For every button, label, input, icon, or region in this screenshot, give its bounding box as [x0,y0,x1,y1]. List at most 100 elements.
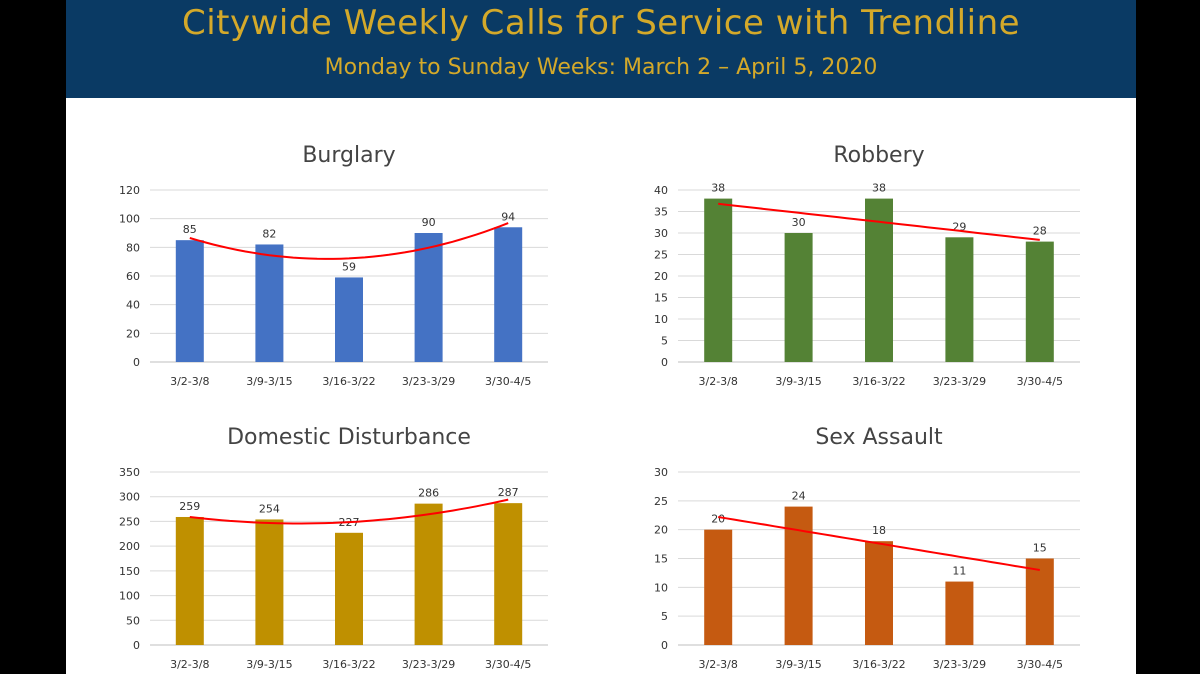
burglary-data-label: 59 [342,260,356,273]
robbery-bar [945,237,974,362]
burglary-y-tick-label: 60 [126,270,140,283]
sex-assault-category-label: 3/9-3/15 [775,658,821,671]
sex-assault-y-tick-label: 20 [654,524,668,537]
burglary-category-label: 3/16-3/22 [322,375,375,388]
sex-assault-trendline [718,516,1040,571]
domestic-disturbance-title: Domestic Disturbance [227,425,471,450]
domestic-disturbance-bar [255,519,284,645]
robbery-y-tick-label: 35 [654,206,668,219]
robbery-trendline [718,202,1040,241]
domestic-disturbance-bar [414,503,443,645]
robbery-y-tick-label: 10 [654,313,668,326]
sex-assault-category-label: 3/2-3/8 [699,658,738,671]
domestic-disturbance-category-label: 3/30-4/5 [485,658,531,671]
sex-assault-y-tick-label: 25 [654,495,668,508]
burglary-bar [175,240,204,362]
header-banner: Citywide Weekly Calls for Service with T… [66,0,1136,98]
robbery-data-label: 38 [872,182,886,195]
burglary-bar [494,227,523,362]
sex-assault-data-label: 15 [1033,542,1047,555]
sex-assault-bar [865,541,893,645]
burglary-y-tick-label: 40 [126,299,140,312]
sex-assault-y-tick-label: 10 [654,581,668,594]
robbery-y-tick-label: 30 [654,227,668,240]
burglary-bar [255,244,284,362]
sex-assault-category-label: 3/23-3/29 [933,658,986,671]
sex-assault-bar [945,581,974,645]
domestic-disturbance-data-label: 259 [179,500,200,513]
robbery-data-label: 38 [711,182,725,195]
page-title: Citywide Weekly Calls for Service with T… [181,3,1021,43]
domestic-disturbance-y-tick-label: 150 [119,565,140,578]
domestic-disturbance-category-label: 3/9-3/15 [246,658,292,671]
burglary-data-label: 90 [422,216,436,229]
robbery-y-tick-label: 20 [654,270,668,283]
domestic-disturbance-data-label: 286 [418,487,439,500]
domestic-disturbance-y-tick-label: 100 [119,590,140,603]
burglary-data-label: 94 [501,210,515,223]
robbery-category-label: 3/30-4/5 [1017,375,1063,388]
chart-robbery: Robbery 0 5 10 15 20 25 30 35 40 38 3/2-3/8 30 3/9-3/… [654,143,1080,388]
domestic-disturbance-trendline [189,498,509,525]
sex-assault-y-tick-label: 0 [661,639,668,652]
domestic-disturbance-y-tick-label: 0 [133,639,140,652]
sex-assault-y-tick-label: 15 [654,553,668,566]
robbery-data-label: 30 [792,216,806,229]
robbery-bar [784,233,813,362]
domestic-disturbance-y-tick-label: 250 [119,515,140,528]
robbery-category-label: 3/2-3/8 [699,375,738,388]
robbery-category-label: 3/9-3/15 [775,375,821,388]
burglary-data-label: 85 [183,223,197,236]
sex-assault-title: Sex Assault [815,425,943,450]
robbery-y-tick-label: 0 [661,356,668,369]
sex-assault-y-tick-label: 30 [654,466,668,479]
robbery-y-tick-label: 15 [654,292,668,305]
sex-assault-bar [784,506,813,645]
domestic-disturbance-bar [494,503,523,645]
domestic-disturbance-category-label: 3/16-3/22 [322,658,375,671]
sex-assault-category-label: 3/16-3/22 [852,658,905,671]
burglary-category-label: 3/30-4/5 [485,375,531,388]
burglary-y-tick-label: 100 [119,213,140,226]
robbery-bar [704,198,733,362]
burglary-title: Burglary [302,143,395,168]
burglary-category-label: 3/23-3/29 [402,375,455,388]
burglary-y-tick-label: 120 [119,184,140,197]
robbery-data-label: 28 [1033,225,1047,238]
burglary-trendline [189,222,509,260]
chart-domestic-disturbance: Domestic Disturbance 0 50 100 150 200 250 300 35… [119,425,548,671]
domestic-disturbance-category-label: 3/2-3/8 [170,658,209,671]
domestic-disturbance-y-tick-label: 50 [126,614,140,627]
domestic-disturbance-bar [335,532,363,645]
page-subtitle: Monday to Sunday Weeks: March 2 – April … [324,55,878,80]
sex-assault-y-tick-label: 5 [661,610,668,623]
sex-assault-category-label: 3/30-4/5 [1017,658,1063,671]
burglary-y-tick-label: 20 [126,327,140,340]
burglary-y-tick-label: 0 [133,356,140,369]
sex-assault-data-label: 24 [792,490,806,503]
robbery-y-tick-label: 5 [661,335,668,348]
robbery-category-label: 3/23-3/29 [933,375,986,388]
burglary-bar [335,277,363,362]
robbery-y-tick-label: 40 [654,184,668,197]
burglary-category-label: 3/9-3/15 [246,375,292,388]
robbery-bar [1025,241,1054,362]
sex-assault-data-label: 20 [711,513,725,526]
domestic-disturbance-y-tick-label: 300 [119,491,140,504]
domestic-disturbance-data-label: 287 [498,486,519,499]
burglary-data-label: 82 [262,227,276,240]
domestic-disturbance-y-tick-label: 200 [119,540,140,553]
sex-assault-data-label: 11 [952,565,966,578]
sex-assault-bar [1025,558,1054,645]
sex-assault-bar [704,529,733,645]
domestic-disturbance-category-label: 3/23-3/29 [402,658,455,671]
chart-sex-assault: Sex Assault 0 5 10 15 20 25 30 20 3/2-3/8 24 3/9-3/… [654,425,1080,671]
robbery-y-tick-label: 25 [654,249,668,262]
burglary-y-tick-label: 80 [126,241,140,254]
chart-burglary: Burglary 0 20 40 60 80 100 120 85 3/2-3/8 82 3/9-3/… [119,143,548,388]
domestic-disturbance-data-label: 254 [259,502,280,515]
robbery-title: Robbery [833,143,924,168]
domestic-disturbance-y-tick-label: 350 [119,466,140,479]
sex-assault-data-label: 18 [872,524,886,537]
burglary-category-label: 3/2-3/8 [170,375,209,388]
